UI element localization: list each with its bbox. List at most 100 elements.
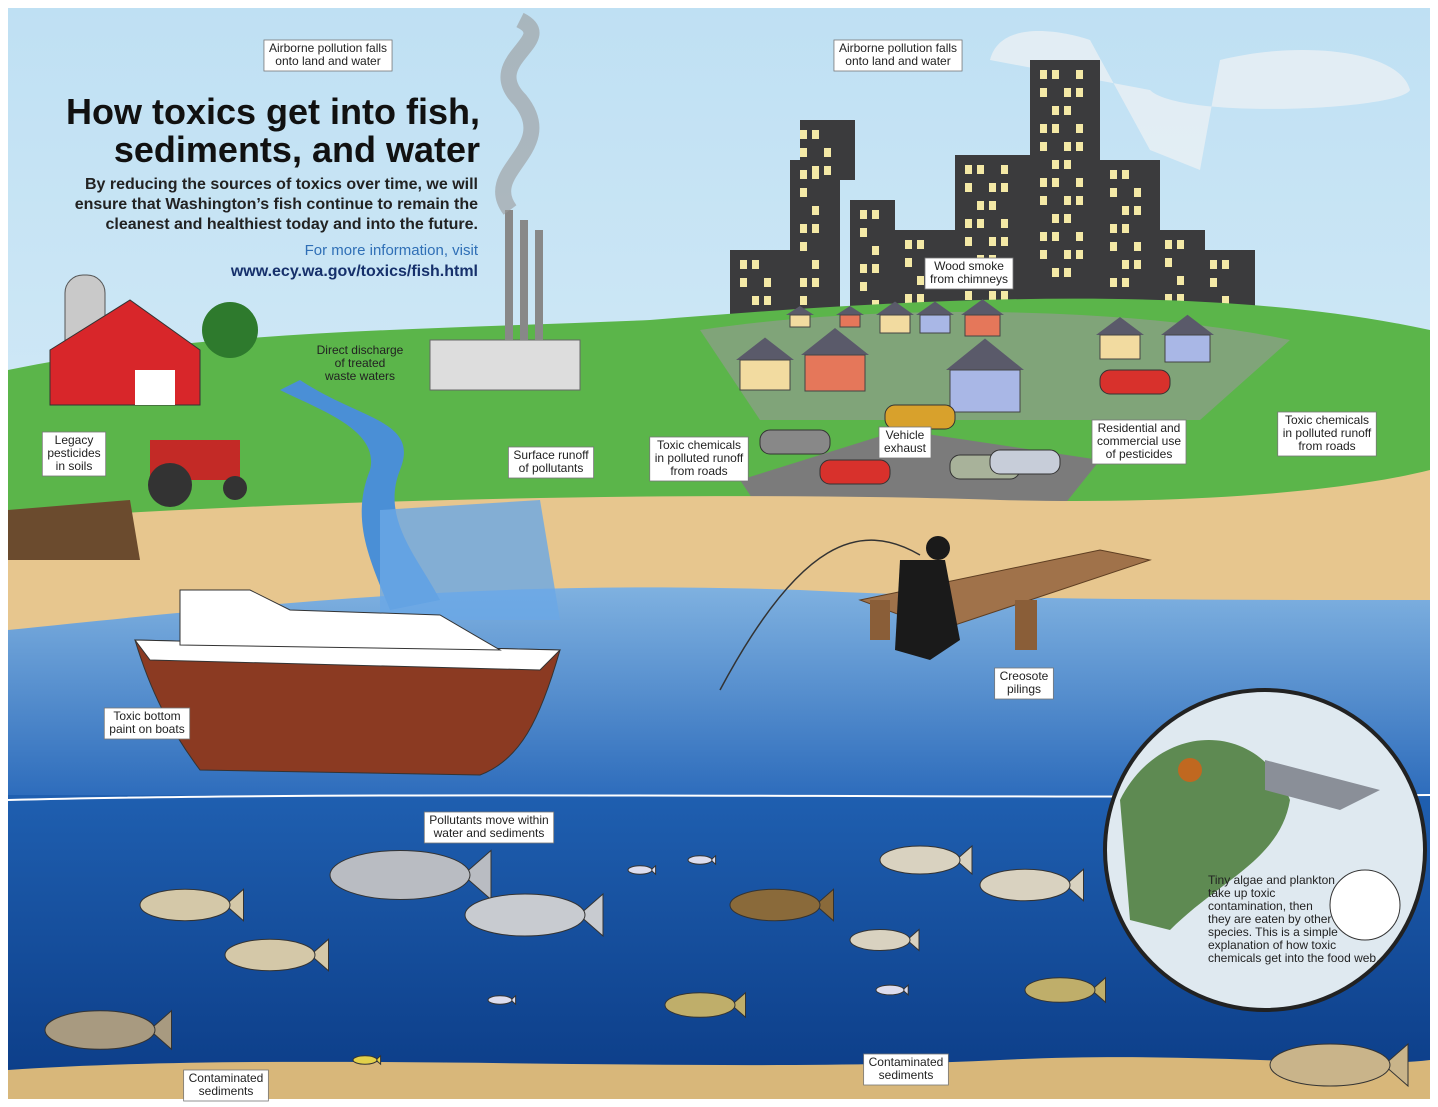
window <box>1052 160 1059 169</box>
window <box>1001 237 1008 246</box>
label-box <box>878 426 932 459</box>
window <box>812 130 819 139</box>
label-box <box>649 436 749 482</box>
fish-tail <box>1064 868 1084 902</box>
window <box>764 296 771 305</box>
label-text: Contaminated <box>869 1055 944 1069</box>
label-text: Vehicle <box>886 428 925 442</box>
window <box>872 246 879 255</box>
window <box>1110 278 1117 287</box>
window <box>1110 188 1117 197</box>
fish <box>729 888 821 922</box>
label-text: exhaust <box>884 441 927 455</box>
window <box>1076 88 1083 97</box>
car <box>819 459 891 485</box>
house <box>839 314 861 328</box>
fish-tail <box>224 888 244 922</box>
fish <box>329 850 471 900</box>
roof <box>786 306 814 315</box>
window <box>1001 183 1008 192</box>
fish <box>139 888 231 922</box>
window <box>917 276 924 285</box>
window <box>764 278 771 287</box>
car <box>759 429 831 455</box>
label-text: Creosote <box>1000 669 1049 683</box>
window <box>1122 170 1129 179</box>
car <box>884 404 956 430</box>
fish <box>627 865 653 875</box>
label-text: pilings <box>1007 682 1041 696</box>
roof <box>916 301 954 315</box>
label-box <box>833 39 963 72</box>
window <box>1076 196 1083 205</box>
window <box>1134 188 1141 197</box>
roof <box>836 306 864 315</box>
fish-tail <box>1383 1042 1409 1088</box>
label-text: Airborne pollution falls <box>839 41 957 55</box>
window <box>917 240 924 249</box>
window <box>872 210 879 219</box>
window <box>1001 291 1008 300</box>
label-text: onto land and water <box>275 54 380 68</box>
window <box>1122 224 1129 233</box>
window <box>917 294 924 303</box>
window <box>1076 178 1083 187</box>
window <box>800 188 807 197</box>
sediment <box>8 1057 1430 1099</box>
window <box>800 296 807 305</box>
window <box>740 260 747 269</box>
inset <box>1103 688 1427 1012</box>
window <box>977 165 984 174</box>
window <box>1064 160 1071 169</box>
window <box>812 260 819 269</box>
window <box>1052 214 1059 223</box>
label-box <box>41 431 107 477</box>
label-text: sediments <box>879 1068 934 1082</box>
boat <box>133 589 562 776</box>
window <box>1122 278 1129 287</box>
label-text: from roads <box>670 464 727 478</box>
label-box <box>1277 411 1377 457</box>
window <box>1001 165 1008 174</box>
label-text: sediments <box>199 1084 254 1098</box>
window <box>905 240 912 249</box>
label-text: water and sediments <box>433 826 545 840</box>
tractor <box>8 440 247 560</box>
label-text: Contaminated <box>189 1071 264 1085</box>
label-text: Pollutants move within <box>429 813 548 827</box>
label-text: Surface runoff <box>513 448 589 462</box>
window <box>977 219 984 228</box>
window <box>905 258 912 267</box>
fish-tail <box>814 888 834 922</box>
roof <box>876 301 914 315</box>
window <box>965 219 972 228</box>
fish <box>352 1055 378 1065</box>
window <box>1076 124 1083 133</box>
window <box>1040 142 1047 151</box>
label-text: Direct discharge <box>317 343 404 357</box>
fish <box>1024 977 1096 1003</box>
window <box>1134 206 1141 215</box>
window <box>965 165 972 174</box>
inset-text: they are eaten by other <box>1208 912 1331 926</box>
window <box>824 166 831 175</box>
house <box>964 314 1001 337</box>
window <box>1076 232 1083 241</box>
fish-tail <box>955 844 973 876</box>
fish-tail <box>650 864 657 876</box>
window <box>1040 70 1047 79</box>
window <box>1076 142 1083 151</box>
window <box>800 130 807 139</box>
url[interactable]: www.ecy.wa.gov/toxics/fish.html <box>230 263 478 280</box>
window <box>860 210 867 219</box>
window <box>1040 88 1047 97</box>
window <box>1076 250 1083 259</box>
house <box>789 314 811 328</box>
